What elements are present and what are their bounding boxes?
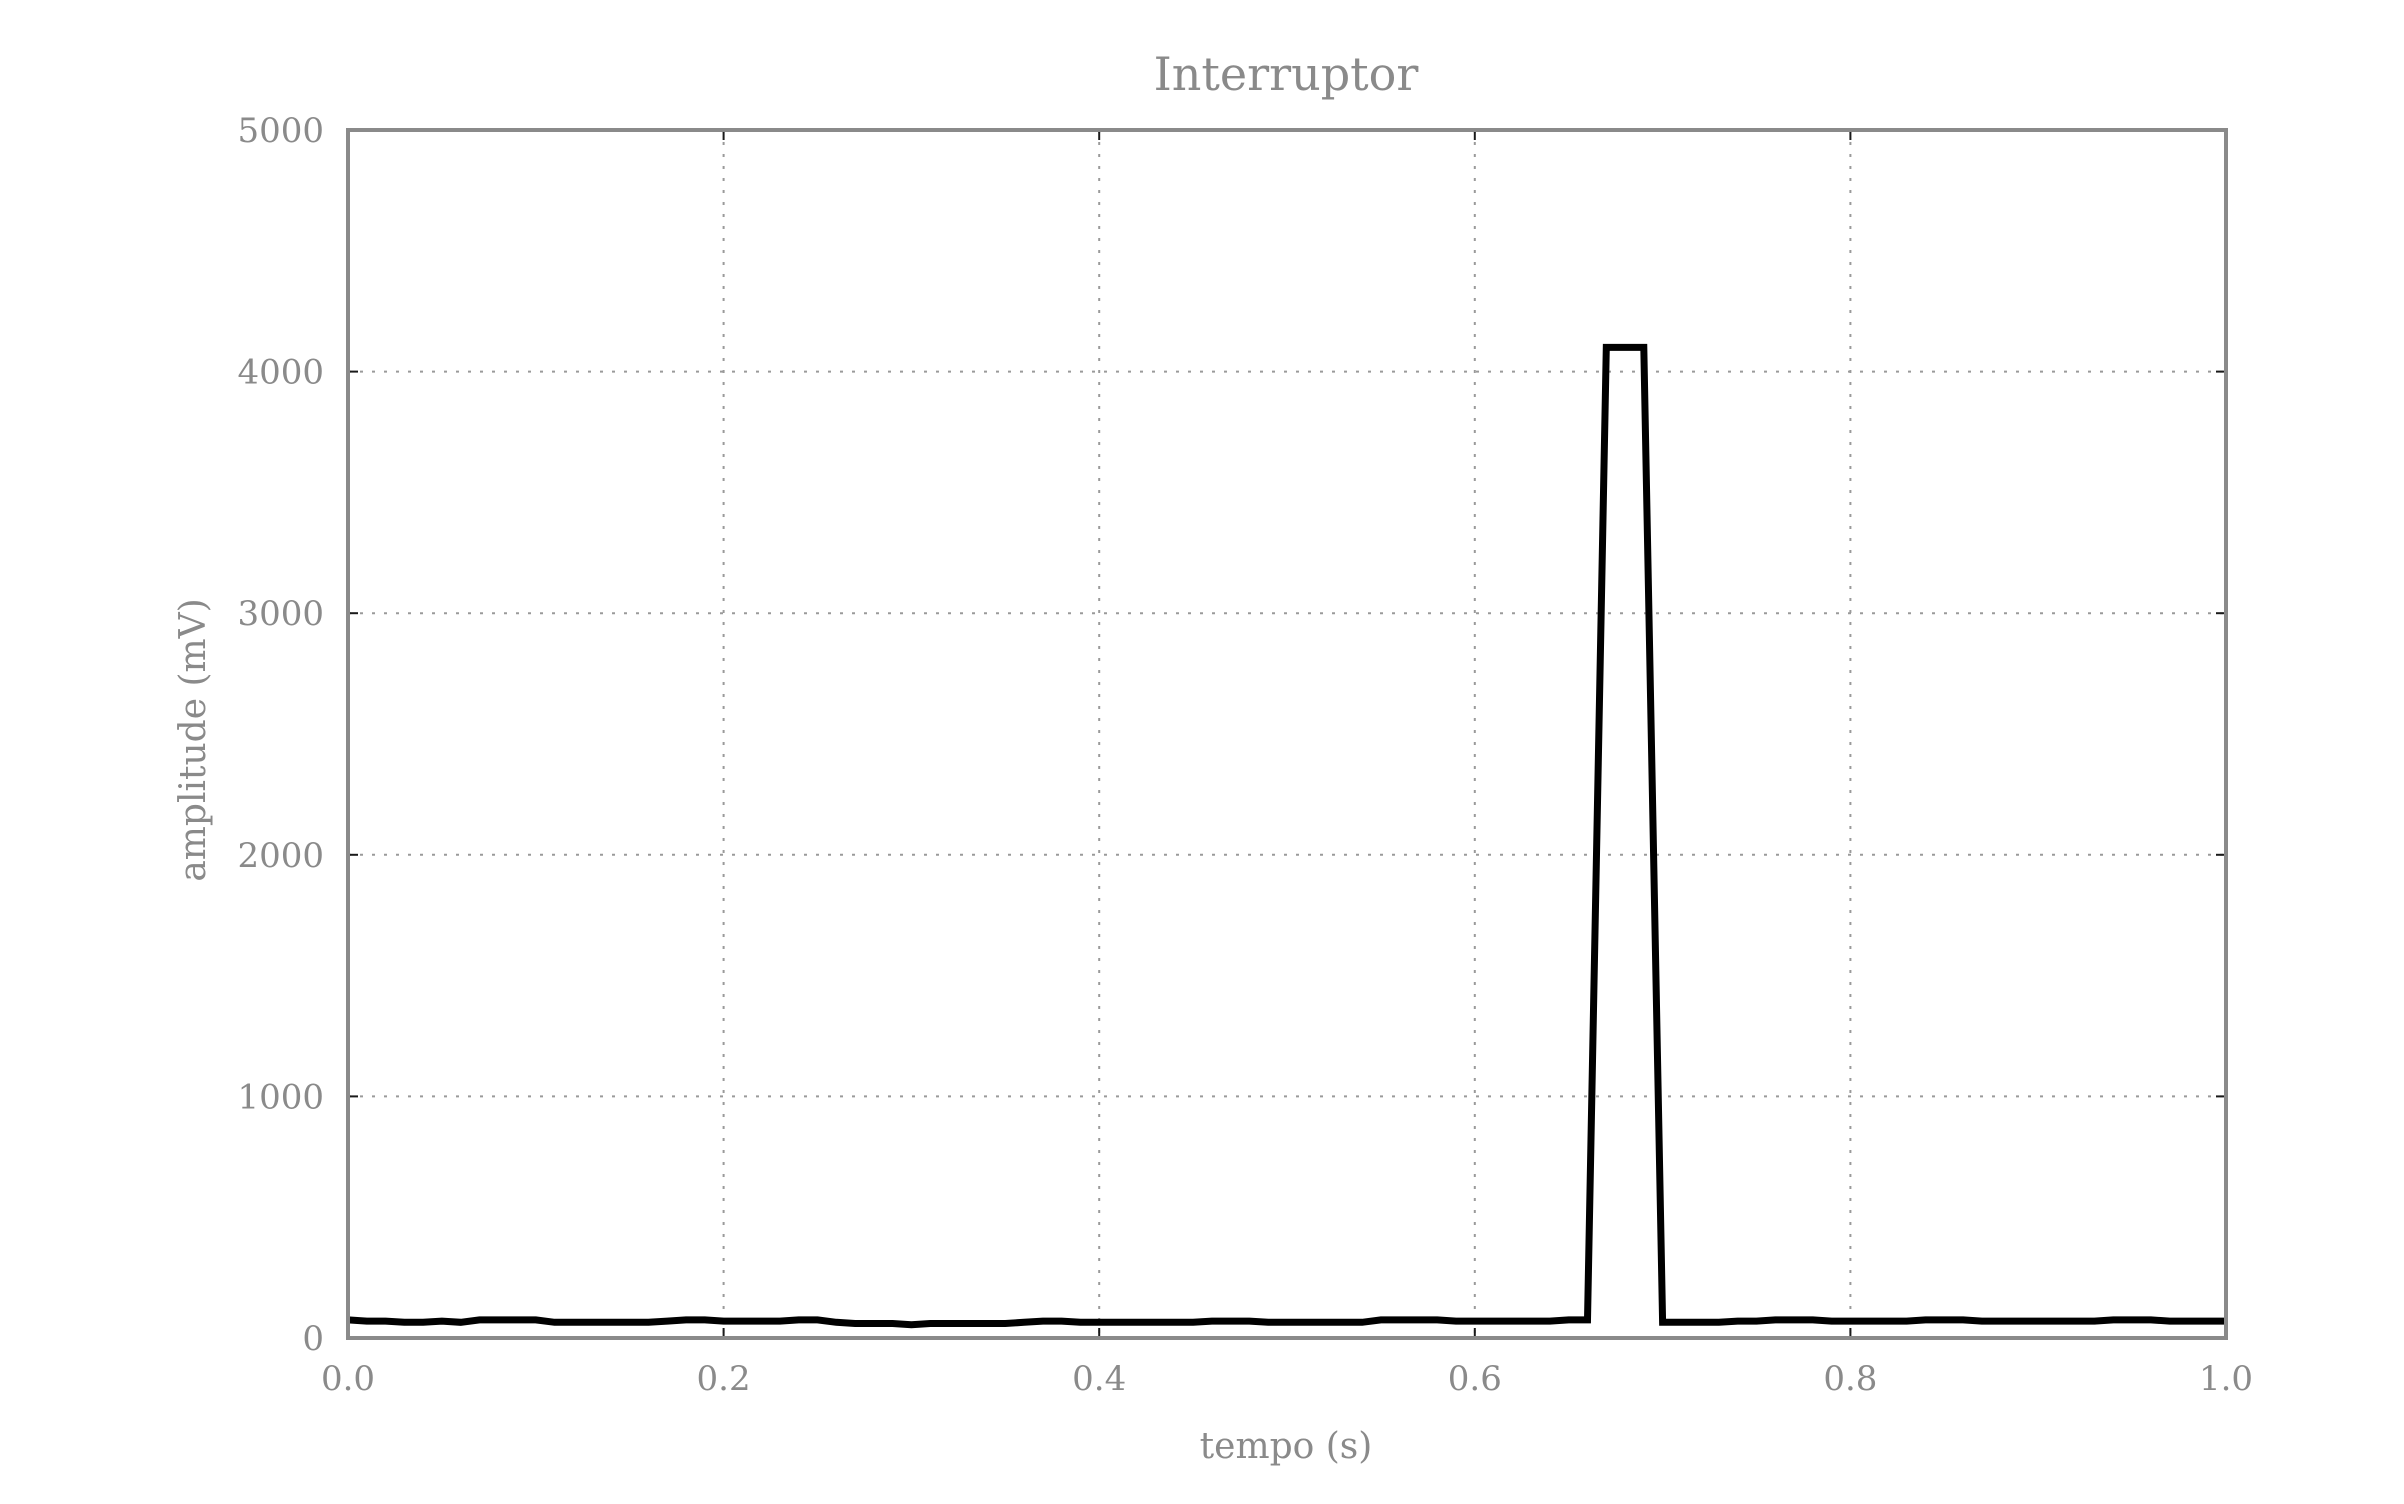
x-axis-label: tempo (s) <box>1200 1426 1373 1467</box>
x-tick-label: 0.0 <box>321 1359 375 1399</box>
x-tick-label: 0.2 <box>697 1359 751 1399</box>
y-tick-label: 5000 <box>237 111 324 151</box>
series-layer <box>347 343 2226 1329</box>
y-tick-label: 1000 <box>237 1077 324 1117</box>
x-tick-label: 0.8 <box>1823 1359 1877 1399</box>
y-tick-label: 4000 <box>237 353 324 393</box>
y-tick-label: 3000 <box>237 594 324 634</box>
y-tick-label: 0 <box>302 1319 324 1359</box>
x-tick-label: 0.6 <box>1448 1359 1502 1399</box>
y-axis-label: amplitude (mV) <box>173 598 214 881</box>
y-tick-labels: 0 1000 2000 3000 4000 5000 <box>237 111 324 1359</box>
grid <box>348 130 2226 1338</box>
x-tick-label: 0.4 <box>1072 1359 1126 1399</box>
chart-title: Interruptor <box>1154 47 1419 101</box>
x-tick-labels: 0.0 0.2 0.4 0.6 0.8 1.0 <box>321 1359 2253 1399</box>
tick-marks <box>347 129 2227 1339</box>
plot-frame <box>346 128 2228 1340</box>
y-tick-label: 2000 <box>237 836 324 876</box>
x-tick-label: 1.0 <box>2199 1359 2253 1399</box>
series-line <box>347 343 2226 1329</box>
